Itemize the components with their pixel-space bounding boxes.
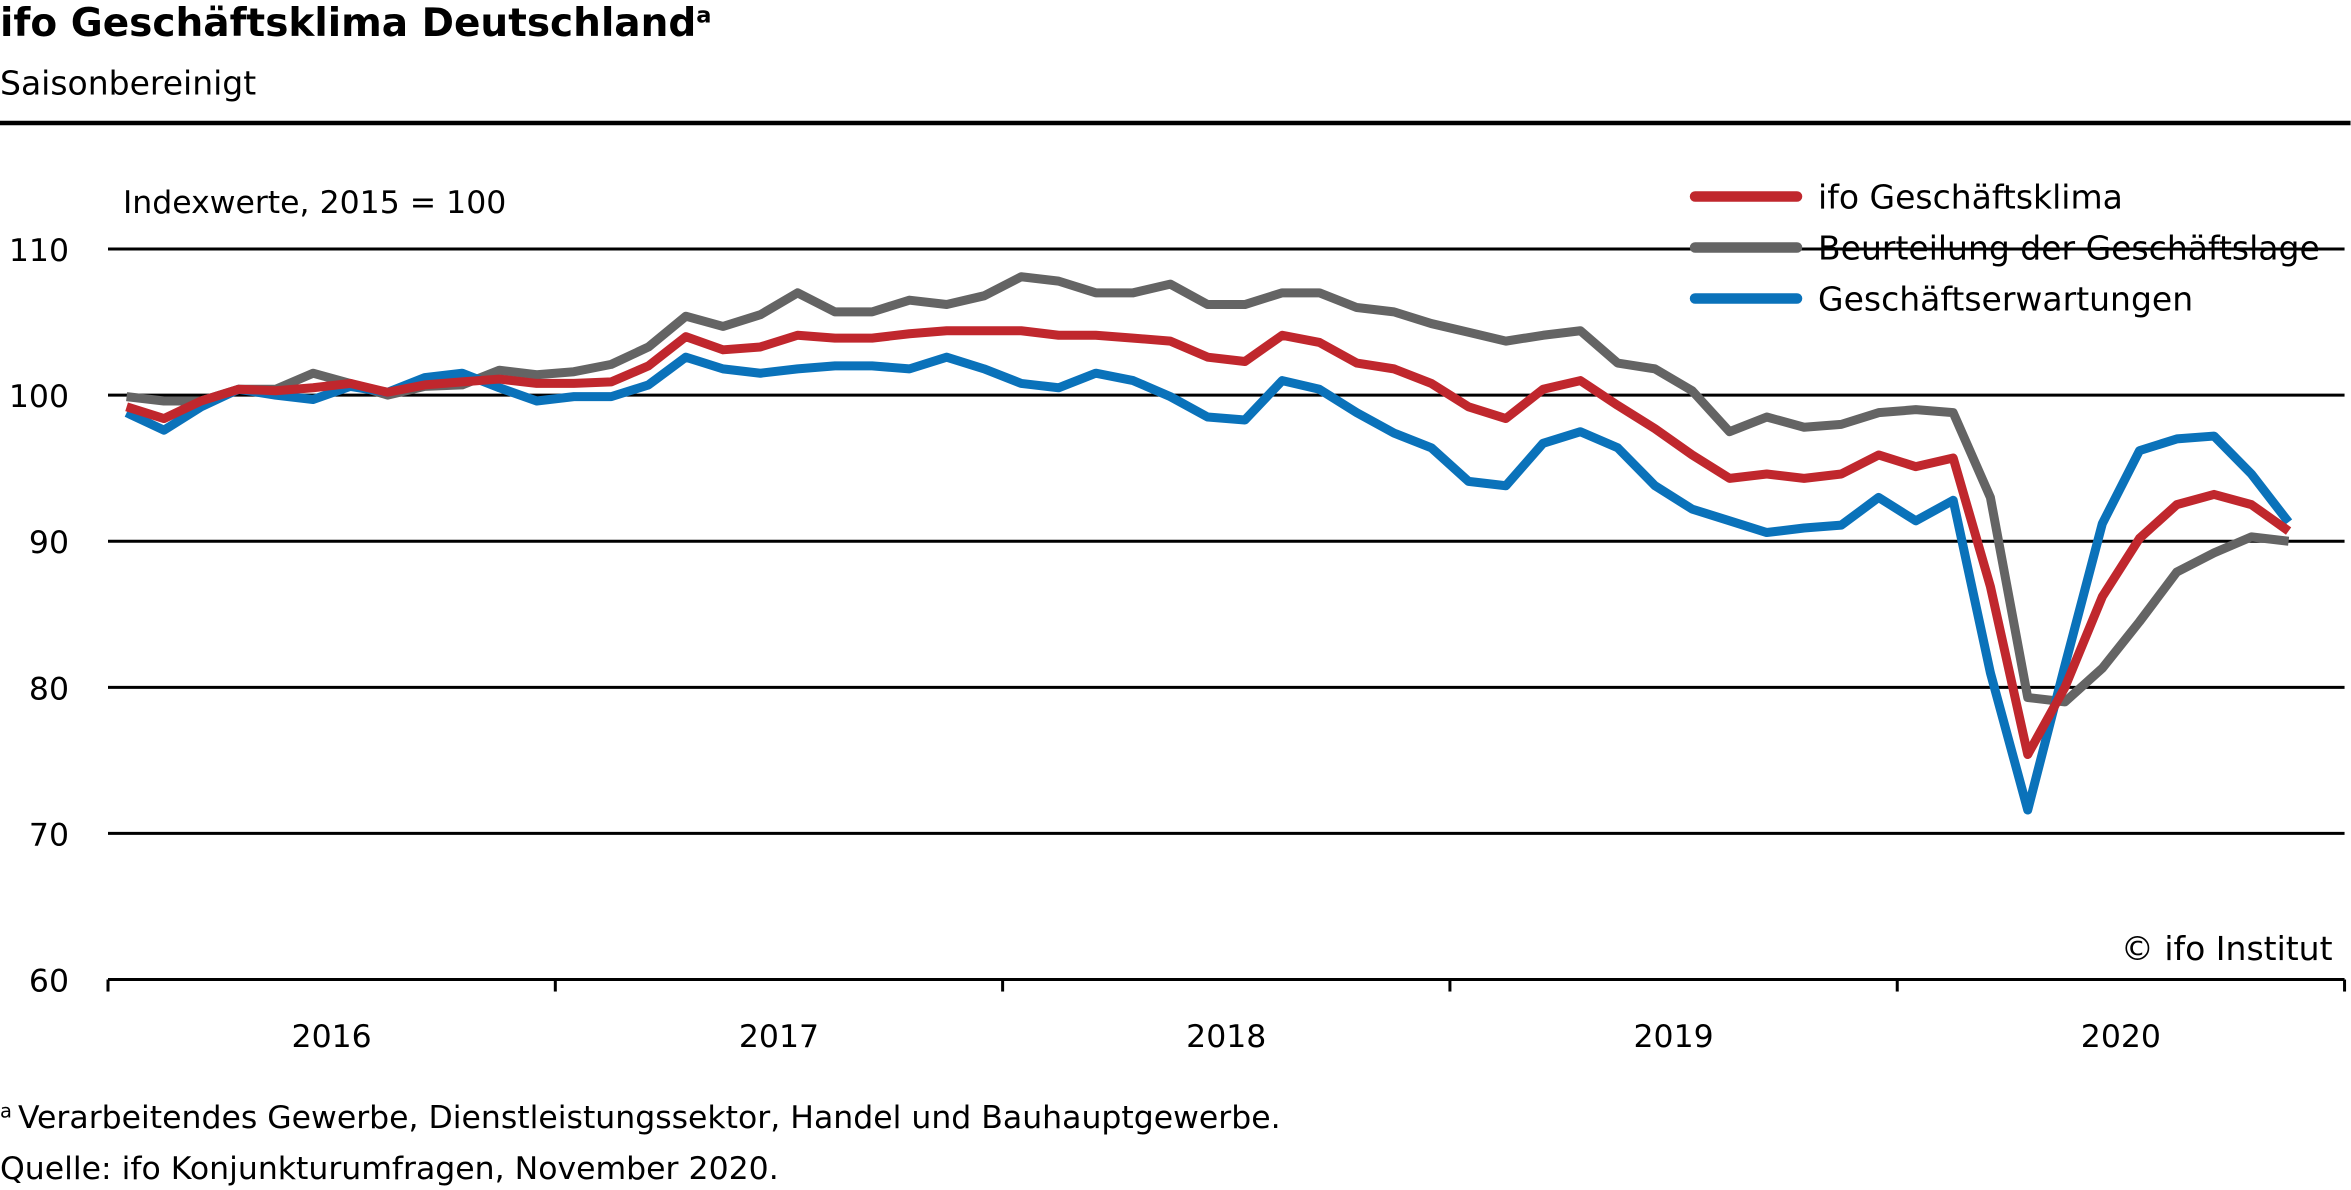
y-tick-label: 90 [29, 525, 69, 561]
y-tick-label: 100 [9, 379, 69, 415]
line-series [125, 326, 2292, 760]
title-text: ifo Geschäftsklima Deutschland [0, 1, 696, 46]
y-axis-label: Indexwerte, 2015 = 100 [123, 185, 506, 221]
x-tick-label: 2020 [2081, 1019, 2161, 1055]
x-tick-label: 2019 [1633, 1019, 1713, 1055]
x-tick-label: 2018 [1186, 1019, 1266, 1055]
x-tick-label: 2017 [739, 1019, 819, 1055]
chart-title: ifo Geschäftsklima Deutschlanda [0, 1, 712, 46]
footnote: a Verarbeitendes Gewerbe, Dienstleistungs… [0, 1100, 1281, 1137]
footnote-marker: a [0, 1100, 12, 1123]
title-note: a [696, 3, 711, 29]
y-tick-label: 80 [29, 671, 69, 707]
y-tick-label: 110 [9, 233, 69, 269]
source: Quelle: ifo Konjunkturumfragen, November… [0, 1151, 779, 1187]
y-tick-label: 70 [29, 817, 69, 853]
line-series [126, 272, 2290, 707]
legend-label: Beurteilung der Geschäftslage [1818, 229, 2320, 268]
x-tick-label: 2016 [292, 1019, 372, 1055]
credit: © ifo Institut [2121, 929, 2333, 968]
y-tick-label: 60 [29, 964, 69, 1000]
legend-label: Geschäftserwartungen [1818, 280, 2193, 319]
subtitle: Saisonbereinigt [0, 64, 256, 103]
footnote-text: Verarbeitendes Gewerbe, Dienstleistungss… [18, 1100, 1281, 1136]
line-series [124, 352, 2293, 815]
legend-label: ifo Geschäftsklima [1818, 178, 2123, 217]
